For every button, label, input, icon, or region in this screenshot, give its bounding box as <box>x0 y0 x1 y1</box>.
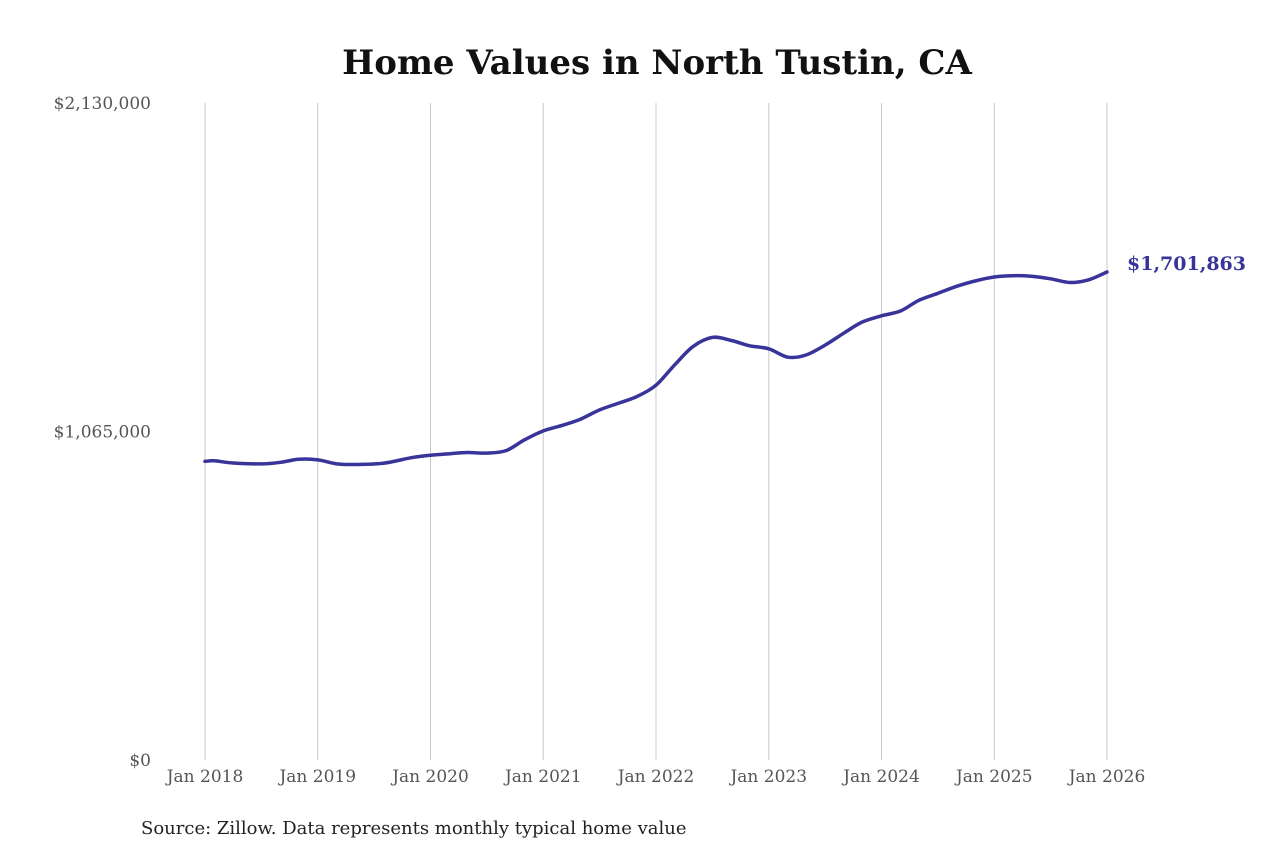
series-line <box>203 270 1109 467</box>
y-tick-label: $1,065,000 <box>54 423 151 443</box>
y-axis: $0 $1,065,000 $2,130,000 <box>54 94 151 771</box>
y-tick-label: $0 <box>129 751 151 771</box>
source-note: Source: Zillow. Data represents monthly … <box>141 818 687 839</box>
end-value-label: $1,701,863 <box>1127 253 1246 275</box>
x-tick-label: Jan 2021 <box>503 767 582 787</box>
x-tick-label: Jan 2023 <box>728 767 807 787</box>
x-axis: Jan 2018 Jan 2019 Jan 2020 Jan 2021 Jan 2022… <box>165 767 1146 787</box>
gridlines <box>204 103 1108 760</box>
x-tick-label: Jan 2018 <box>165 767 244 787</box>
x-tick-label: Jan 2024 <box>841 767 920 787</box>
x-tick-label: Jan 2020 <box>390 767 469 787</box>
y-tick-label: $2,130,000 <box>54 94 151 114</box>
chart-title: Home Values in North Tustin, CA <box>342 43 972 83</box>
x-tick-label: Jan 2026 <box>1067 767 1146 787</box>
x-tick-label: Jan 2022 <box>616 767 695 787</box>
x-tick-label: Jan 2019 <box>277 767 356 787</box>
x-tick-label: Jan 2025 <box>954 767 1033 787</box>
